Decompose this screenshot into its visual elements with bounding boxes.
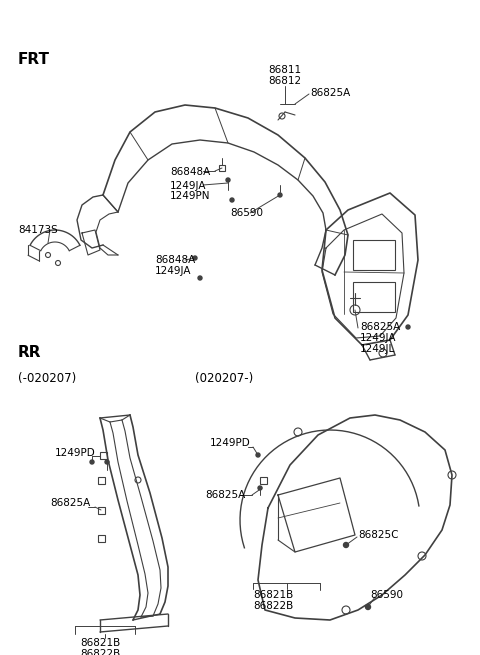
- Circle shape: [365, 605, 371, 610]
- Text: 86848A: 86848A: [155, 255, 195, 265]
- Circle shape: [278, 193, 282, 197]
- Text: 1249JA: 1249JA: [155, 266, 192, 276]
- Text: RR: RR: [18, 345, 41, 360]
- Text: 86822B: 86822B: [80, 649, 120, 655]
- Text: 86812: 86812: [268, 76, 301, 86]
- Circle shape: [193, 256, 197, 260]
- Circle shape: [258, 486, 262, 490]
- Text: 1249PN: 1249PN: [170, 191, 211, 201]
- Text: FRT: FRT: [18, 52, 50, 67]
- Bar: [97, 506, 105, 514]
- Text: (-020207): (-020207): [18, 372, 76, 385]
- Bar: [99, 451, 107, 458]
- Text: 86590: 86590: [230, 208, 263, 218]
- Text: (020207-): (020207-): [195, 372, 253, 385]
- Bar: [97, 534, 105, 542]
- Bar: [219, 165, 225, 171]
- Bar: [260, 476, 266, 483]
- Text: 86590: 86590: [370, 590, 403, 600]
- Circle shape: [226, 178, 230, 182]
- Text: 86825A: 86825A: [360, 322, 400, 332]
- Text: 1249JA: 1249JA: [360, 333, 396, 343]
- Text: 86821B: 86821B: [80, 638, 120, 648]
- Circle shape: [406, 325, 410, 329]
- Bar: [353, 282, 395, 312]
- Circle shape: [256, 453, 260, 457]
- Text: 84173S: 84173S: [18, 225, 58, 235]
- Text: 86825A: 86825A: [50, 498, 90, 508]
- Bar: [353, 240, 395, 270]
- Text: 86825C: 86825C: [358, 530, 398, 540]
- Circle shape: [105, 460, 109, 464]
- Text: 1249JA: 1249JA: [170, 181, 206, 191]
- Text: 86811: 86811: [268, 65, 301, 75]
- Circle shape: [90, 460, 94, 464]
- Text: 1249JL: 1249JL: [360, 344, 395, 354]
- Bar: [97, 476, 105, 483]
- Text: 86848A: 86848A: [170, 167, 210, 177]
- Text: 1249PD: 1249PD: [210, 438, 251, 448]
- Text: 86825A: 86825A: [310, 88, 350, 98]
- Text: 86825A: 86825A: [205, 490, 245, 500]
- Text: 86822B: 86822B: [253, 601, 293, 611]
- Circle shape: [198, 276, 202, 280]
- Text: 1249PD: 1249PD: [55, 448, 96, 458]
- Circle shape: [230, 198, 234, 202]
- Circle shape: [344, 542, 348, 548]
- Text: 86821B: 86821B: [253, 590, 293, 600]
